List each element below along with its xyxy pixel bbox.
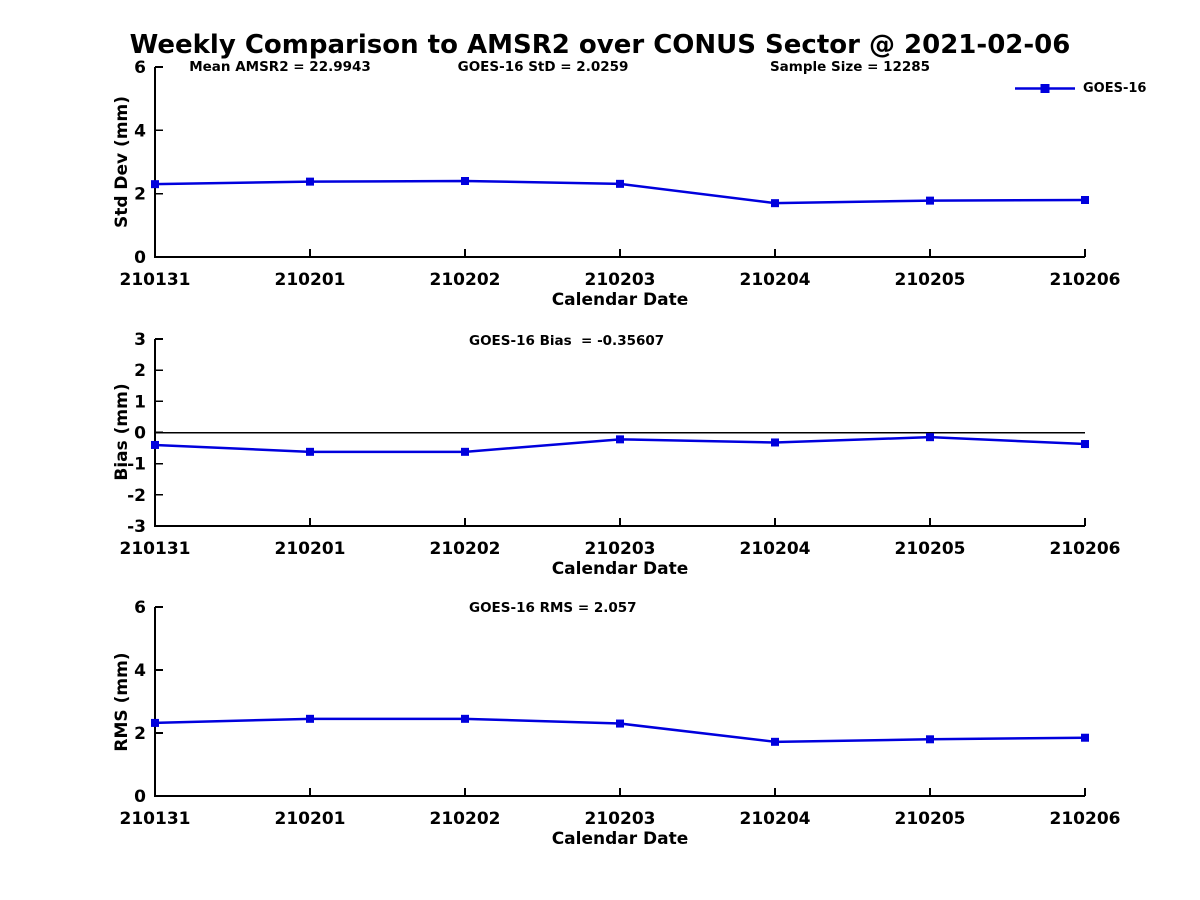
data-marker: [151, 180, 159, 189]
data-marker: [461, 177, 469, 185]
y-tick-label: -3: [127, 517, 146, 537]
y-tick-label: -1: [127, 455, 146, 475]
data-marker: [771, 438, 779, 447]
data-marker: [1081, 733, 1089, 742]
bias-chart-title: GOES-16 Bias = -0.35607: [469, 333, 665, 349]
data-marker: [616, 179, 624, 188]
data-marker: [616, 435, 624, 444]
annotation-sample-size: Sample Size = 12285: [769, 59, 931, 75]
data-marker: [306, 177, 314, 186]
data-marker: [461, 714, 469, 723]
x-tick-label: 210201: [275, 270, 346, 290]
y-tick-label: 6: [134, 598, 146, 618]
rms-y-axis-label: RMS (mm): [112, 652, 132, 752]
legend-line-marker-icon: [1015, 84, 1075, 93]
data-marker: [461, 447, 469, 456]
x-tick-label: 210131: [120, 539, 191, 559]
x-tick-label: 210131: [120, 809, 191, 829]
data-marker: [1081, 196, 1089, 204]
data-marker: [151, 718, 159, 727]
x-tick-label: 210203: [585, 270, 656, 290]
y-tick-label: 3: [134, 330, 146, 350]
y-tick-label: 2: [134, 185, 146, 205]
y-tick-label: 4: [134, 121, 146, 141]
data-marker: [926, 735, 934, 744]
y-tick-label: 0: [134, 248, 146, 268]
y-tick-label: -2: [127, 486, 146, 506]
x-tick-label: 210201: [275, 539, 346, 559]
data-marker: [771, 199, 779, 208]
y-tick-label: 0: [134, 787, 146, 807]
y-tick-label: 6: [134, 58, 146, 78]
y-tick-label: 1: [134, 392, 146, 412]
stddev-y-axis-label: Std Dev (mm): [112, 95, 132, 229]
x-tick-label: 210204: [740, 539, 811, 559]
stddev-x-axis-label: Calendar Date: [551, 290, 689, 310]
data-marker: [926, 433, 934, 442]
figure-title: Weekly Comparison to AMSR2 over CONUS Se…: [129, 30, 1071, 60]
annotation-mean-amsr2: Mean AMSR2 = 22.9943: [189, 59, 371, 75]
x-tick-label: 210206: [1050, 539, 1121, 559]
data-marker: [616, 719, 624, 728]
y-tick-label: 4: [134, 661, 146, 681]
x-tick-label: 210131: [120, 270, 191, 290]
x-tick-label: 210203: [585, 539, 656, 559]
x-tick-label: 210202: [430, 270, 501, 290]
x-tick-label: 210205: [895, 809, 966, 829]
y-tick-label: 2: [134, 361, 146, 381]
x-tick-label: 210204: [740, 270, 811, 290]
data-marker: [1081, 440, 1089, 449]
rms-x-axis-label: Calendar Date: [551, 829, 689, 849]
bias-x-axis-label: Calendar Date: [551, 559, 689, 579]
x-tick-label: 210201: [275, 809, 346, 829]
data-marker: [771, 737, 779, 746]
annotation-goes16-std: GOES-16 StD = 2.0259: [457, 59, 629, 75]
data-marker: [306, 447, 314, 456]
x-tick-label: 210202: [430, 809, 501, 829]
y-tick-label: 0: [134, 424, 146, 444]
x-tick-label: 210204: [740, 809, 811, 829]
y-tick-label: 2: [134, 724, 146, 744]
x-tick-label: 210205: [895, 270, 966, 290]
legend: GOES-16: [1014, 81, 1146, 96]
x-tick-label: 210205: [895, 539, 966, 559]
x-tick-label: 210206: [1050, 809, 1121, 829]
legend-label-goes16: GOES-16: [1083, 81, 1147, 96]
data-marker: [151, 440, 159, 449]
x-tick-label: 210206: [1050, 270, 1121, 290]
rms-chart-title: GOES-16 RMS = 2.057: [469, 600, 637, 616]
data-marker: [926, 196, 934, 205]
data-marker: [306, 714, 314, 723]
x-tick-label: 210203: [585, 809, 656, 829]
x-tick-label: 210202: [430, 539, 501, 559]
bias-y-axis-label: Bias (mm): [112, 383, 132, 481]
